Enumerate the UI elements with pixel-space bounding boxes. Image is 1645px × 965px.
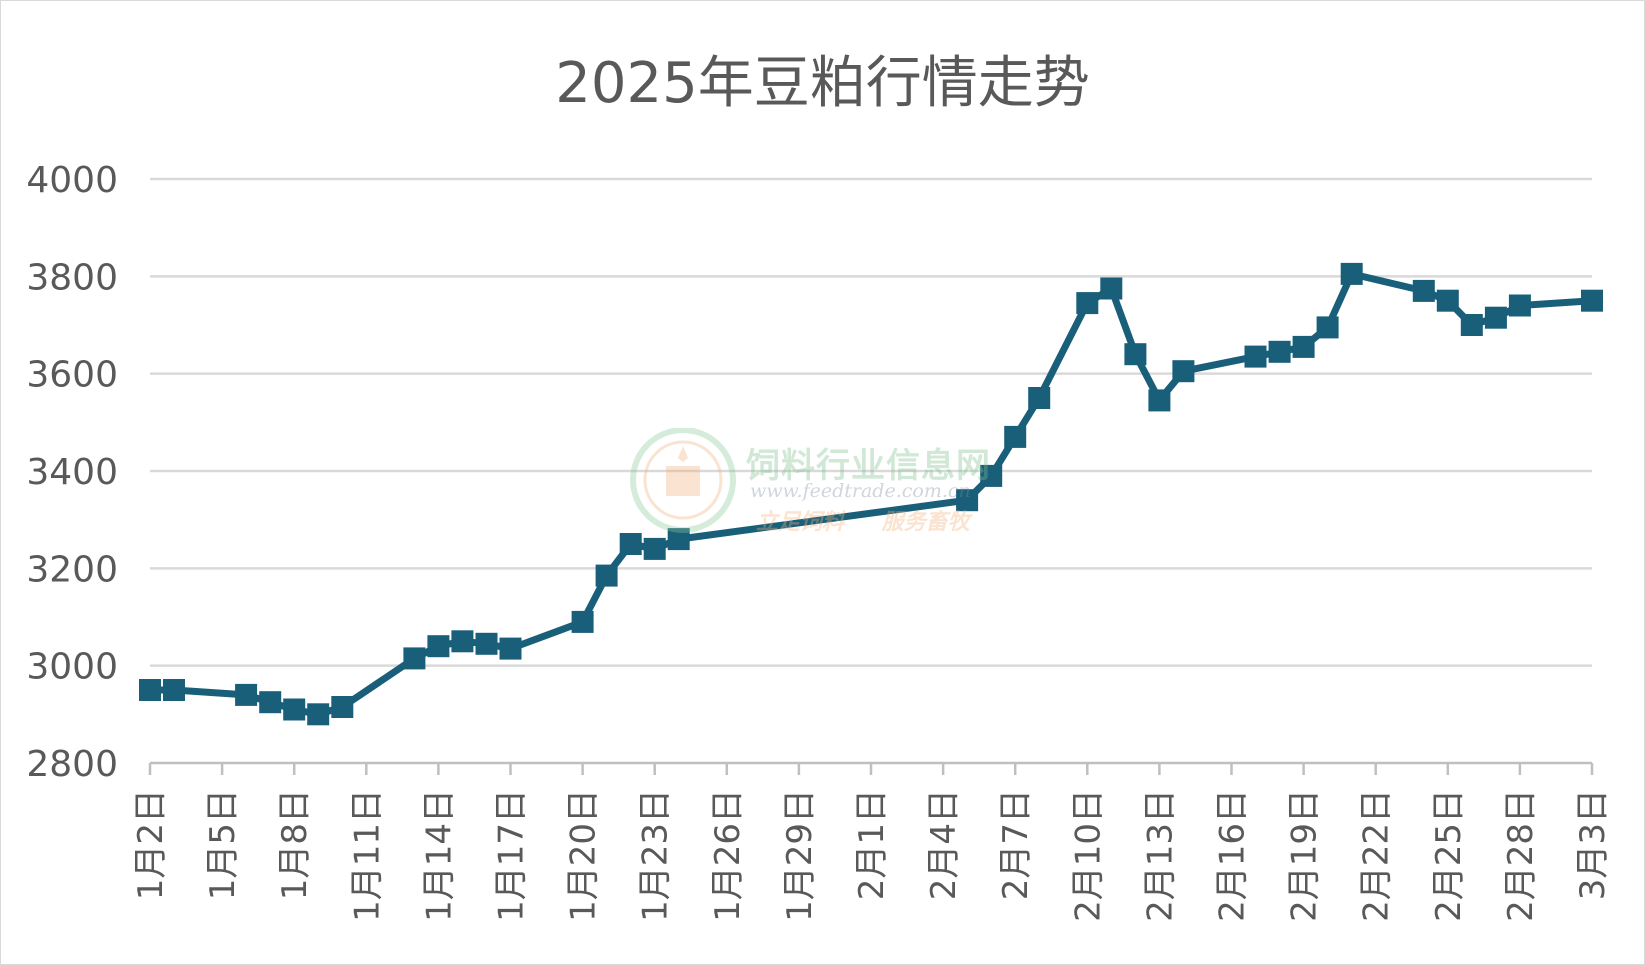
data-point [1316,316,1339,339]
x-tick-label: 1月14日 [419,789,459,922]
data-point [1484,306,1507,329]
data-point [1004,425,1027,448]
x-tick-label: 1月11日 [347,789,387,922]
gridlines [150,177,1592,667]
data-point [643,537,666,560]
data-point [403,647,426,670]
data-point [1340,262,1363,285]
data-point [283,698,306,721]
data-point [499,637,522,660]
data-point [1412,279,1435,302]
chart-title: 2025年豆粕行情走势 [555,51,1090,116]
data-point [331,696,354,718]
x-tick-label: 2月4日 [924,789,964,900]
watermark: 饲料行业信息网 www.feedtrade.com.cn 立足饲料 服务畜牧 [628,428,1008,538]
data-point [1172,360,1195,383]
y-tick-label: 3600 [26,355,118,396]
x-tick-label: 2月10日 [1068,789,1108,922]
y-axis-tick-labels: 2800 3000 3200 3400 3600 3800 4000 [26,160,118,785]
x-tick-label: 2月1日 [852,789,892,900]
data-point [1581,289,1603,312]
data-point [235,683,258,706]
data-point [980,464,1003,487]
data-point [1244,345,1267,368]
watermark-logo-icon [630,428,736,533]
y-tick-label: 3800 [26,257,118,298]
data-point [571,610,594,633]
data-point [1292,335,1315,358]
y-tick-label: 3000 [26,647,118,688]
data-point [163,679,185,701]
data-point [1124,343,1147,366]
x-tick-label: 2月13日 [1140,789,1180,922]
data-point [1508,294,1531,317]
x-tick-label: 2月22日 [1357,789,1397,922]
data-point [1076,292,1099,315]
series-layer [139,262,1603,726]
data-point [1460,314,1483,336]
data-point [259,691,282,714]
data-point [1100,277,1123,300]
data-point [667,528,690,551]
data-point [956,489,979,512]
x-tick-label: 1月23日 [636,789,676,922]
y-tick-label: 4000 [26,160,118,201]
x-tick-label: 2月25日 [1429,789,1469,922]
x-tick-label: 2月19日 [1285,789,1325,922]
watermark-url: www.feedtrade.com.cn [750,480,971,502]
data-point [451,630,474,653]
x-tick-label: 1月26日 [708,789,748,922]
data-point [1268,340,1291,363]
watermark-slogan: 立足饲料 服务畜牧 [756,510,970,535]
x-tick-label: 1月29日 [780,789,820,922]
x-tick-label: 2月7日 [996,789,1036,900]
y-tick-label: 2800 [26,744,118,785]
x-tick-label: 1月2日 [131,789,171,900]
data-point [307,703,330,726]
x-tick-label: 2月28日 [1501,789,1541,922]
y-tick-label: 3400 [26,452,118,493]
data-point [139,679,161,701]
data-point [427,635,450,658]
x-tick-label: 2月16日 [1213,789,1253,922]
data-point [619,533,642,555]
x-tick-label: 3月3日 [1573,789,1613,900]
x-tick-label: 1月5日 [203,789,243,900]
data-point [595,564,618,587]
y-tick-label: 3200 [26,549,118,590]
x-tick-label: 1月20日 [564,789,604,922]
data-point [1148,389,1171,412]
x-tick-label: 1月8日 [275,789,315,900]
x-axis-tick-labels: 1月2日 1月5日 1月8日 1月11日 1月14日 1月17日 1月20日 1月23日 1月2… [131,763,1613,922]
data-point [475,632,498,655]
x-tick-label: 1月17日 [492,789,532,922]
data-point [1436,289,1459,312]
watermark-site-name: 饲料行业信息网 [746,446,991,486]
data-point [1028,387,1051,409]
